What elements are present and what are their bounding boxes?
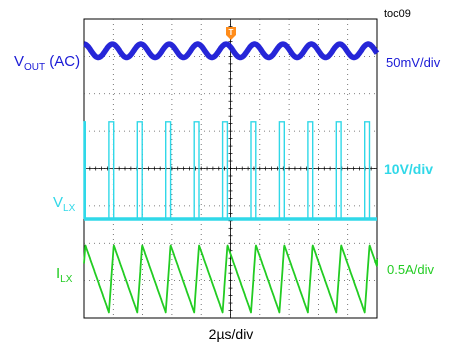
scale-ilx: 0.5A/div bbox=[387, 262, 434, 277]
scale-vout: 50mV/div bbox=[386, 55, 441, 70]
svg-text:T: T bbox=[229, 28, 234, 37]
time-base-label: 2µs/div bbox=[209, 326, 254, 342]
figure-id: toc09 bbox=[384, 8, 411, 20]
scope-traces bbox=[81, 41, 380, 314]
label-ilx: ILX bbox=[56, 265, 73, 285]
label-vout: VOUT (AC) bbox=[14, 53, 80, 73]
label-vlx: VLX bbox=[53, 194, 76, 214]
trace-vout bbox=[81, 41, 380, 61]
scope-grid bbox=[83, 18, 378, 319]
trace-ilx bbox=[83, 244, 378, 314]
trigger-marker: T bbox=[226, 27, 236, 40]
ilx-ground-marker bbox=[374, 258, 378, 266]
scale-vlx: 10V/div bbox=[384, 161, 433, 177]
